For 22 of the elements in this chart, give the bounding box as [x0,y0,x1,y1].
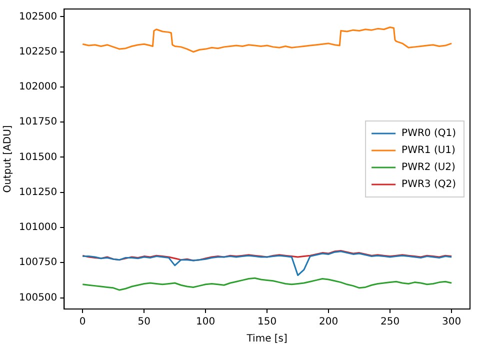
y-tick-label: 100750 [18,257,58,268]
y-tick-label: 101250 [18,186,58,198]
x-tick-label: 200 [319,316,338,328]
legend-label: PWR3 (Q2) [402,179,456,190]
legend-label: PWR1 (U1) [402,145,456,156]
x-tick-label: 250 [380,316,400,328]
x-tick-label: 150 [258,316,277,328]
y-tick-label: 101750 [18,116,58,128]
x-tick-label: 100 [196,316,216,328]
x-tick-label: 50 [138,316,150,328]
legend-label: PWR0 (Q1) [402,128,456,140]
y-tick-label: 100500 [18,292,58,304]
y-tick-label: 101000 [18,222,58,234]
x-tick-label: 300 [442,316,462,328]
y-tick-label: 102500 [18,11,58,22]
y-tick-label: 102250 [18,46,58,58]
y-tick-label: 101500 [18,152,58,163]
x-axis-title: Time [s] [246,334,288,345]
x-tick-label: 0 [79,316,86,328]
legend-label: PWR2 (U2) [402,162,456,174]
y-tick-label: 102000 [18,82,58,93]
y-axis-title: Output [ADU] [2,125,14,193]
